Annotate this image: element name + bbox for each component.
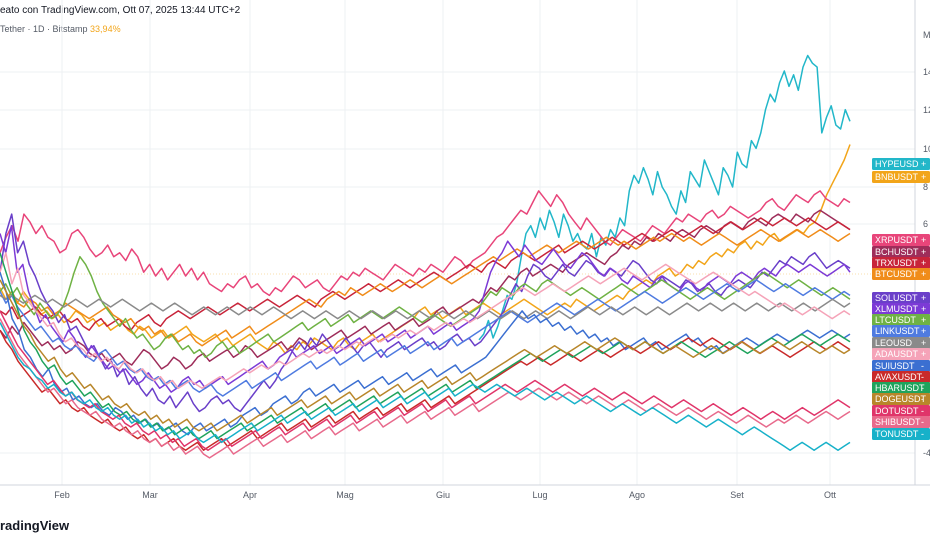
series-label-text: HBARUSDT	[875, 383, 925, 393]
series-label-text: BNBUSDT	[875, 172, 919, 182]
series-label-sign: +	[921, 247, 926, 257]
series-label-text: BTCUSDT	[875, 269, 918, 279]
series-label-text: HYPEUSD	[875, 159, 919, 169]
series-label-solusdt: SOLUSDT +	[872, 292, 930, 304]
x-tick-label: Mag	[336, 490, 354, 500]
series-line-hypeusd[interactable]	[478, 54, 851, 341]
series-label-sign: -	[921, 429, 924, 439]
series-label-text: LTCUSDT	[875, 315, 916, 325]
x-tick-label: Ott	[824, 490, 837, 500]
series-label-sign: +	[921, 159, 926, 169]
series-label-ltcusdt: LTCUSDT +	[872, 314, 930, 326]
series-line-solusdt[interactable]	[0, 213, 851, 413]
series-label-dotusdt: DOTUSDT -	[872, 405, 930, 417]
series-label-sign: +	[921, 269, 926, 279]
chart-created-by: eato con TradingView.com, Ott 07, 2025 1…	[0, 5, 241, 16]
series-label-text: DOGEUSDT	[875, 394, 927, 404]
x-tick-label: Set	[730, 490, 744, 500]
symbol-change: 33,94%	[90, 24, 121, 34]
series-label-sign: +	[921, 315, 926, 325]
series-line-ltcusdt[interactable]	[0, 255, 851, 359]
x-tick-label: Ago	[629, 490, 645, 500]
series-label-sign: +	[921, 349, 926, 359]
x-tick-label: Giu	[436, 490, 450, 500]
series-label-text: TRXUSDT	[875, 258, 918, 268]
series-label-sign: +	[921, 235, 926, 245]
x-tick-label: Feb	[54, 490, 70, 500]
series-label-text: DOTUSDT	[875, 406, 919, 416]
series-label-text: LEOUSD	[875, 338, 913, 348]
series-label-text: SOLUSDT	[875, 293, 918, 303]
x-tick-label: Lug	[532, 490, 547, 500]
series-label-bchusdt: BCHUSDT +	[872, 246, 930, 258]
x-tick-label: Apr	[243, 490, 257, 500]
series-label-text: TONUSDT	[875, 429, 919, 439]
symbol-name: Tether · 1D · Bitstamp	[0, 24, 88, 34]
series-label-text: SHIBUSDT	[875, 417, 921, 427]
symbol-info: Tether · 1D · Bitstamp 33,94%	[0, 24, 121, 34]
series-line-dogeusdt[interactable]	[0, 279, 851, 432]
series-label-leousd: LEOUSD +	[872, 337, 930, 349]
series-label-text: XLMUSDT	[875, 304, 919, 314]
series-label-hypeusd: HYPEUSD +	[872, 158, 930, 170]
series-label-sign: +	[921, 258, 926, 268]
y-tick-label: 12	[923, 105, 930, 115]
x-tick-label: Mar	[142, 490, 158, 500]
series-label-text: AVAXUSDT	[875, 372, 923, 382]
series-label-trxusdt: TRXUSDT +	[872, 257, 930, 269]
series-label-sign: +	[921, 326, 926, 336]
series-label-sign: +	[921, 293, 926, 303]
y-tick-label: -4	[923, 448, 930, 458]
series-label-sign: +	[921, 172, 926, 182]
series-label-sign: -	[921, 372, 924, 382]
series-label-linkusdt: LINKUSDT +	[872, 325, 930, 337]
series-label-text: LINKUSDT	[875, 326, 920, 336]
series-line-leousd[interactable]	[0, 294, 851, 320]
series-label-text: XRPUSDT	[875, 235, 919, 245]
series-label-tonusdt: TONUSDT -	[872, 428, 930, 440]
series-line-bnbusdt[interactable]	[0, 144, 851, 355]
series-label-suiusdt: SUIUSDT -	[872, 360, 930, 372]
series-label-text: BCHUSDT	[875, 247, 919, 257]
series-line-shibusdt[interactable]	[0, 318, 851, 459]
series-label-dogeusdt: DOGEUSDT-	[872, 393, 930, 405]
series-line-adausdt[interactable]	[0, 252, 851, 390]
series-label-avaxusdt: AVAXUSDT-	[872, 371, 930, 383]
series-label-text: SUIUSDT	[875, 361, 915, 371]
series-line-dotusdt[interactable]	[0, 310, 851, 451]
series-label-sign: -	[921, 394, 924, 404]
series-line-bchusdt[interactable]	[0, 209, 851, 370]
y-tick-label: 14	[923, 67, 930, 77]
series-line-xrpusdt[interactable]	[0, 190, 851, 297]
series-label-xrpusdt: XRPUSDT +	[872, 234, 930, 246]
series-label-hbarusdt: HBARUSDT-	[872, 382, 930, 394]
series-label-adausdt: ADAUSDT +	[872, 348, 930, 360]
tradingview-logo: radingView	[0, 518, 70, 533]
series-label-text: ADAUSDT	[875, 349, 919, 359]
y-tick-label: 10	[923, 144, 930, 154]
y-tick-label: M	[923, 30, 930, 40]
series-label-btcusdt: BTCUSDT +	[872, 268, 930, 280]
series-line-hbarusdt[interactable]	[0, 252, 851, 440]
series-line-btcusdt[interactable]	[0, 228, 851, 347]
series-line-trxusdt[interactable]	[0, 217, 851, 331]
series-line-tonusdt[interactable]	[0, 322, 851, 451]
series-label-sign: -	[921, 361, 924, 371]
series-label-bnbusdt: BNBUSDT +	[872, 171, 930, 183]
series-label-xlmusdt: XLMUSDT +	[872, 303, 930, 315]
series-label-sign: -	[921, 406, 924, 416]
series-label-sign: +	[921, 304, 926, 314]
series-label-sign: -	[921, 383, 924, 393]
series-label-sign: -	[921, 417, 924, 427]
series-label-shibusdt: SHIBUSDT -	[872, 416, 930, 428]
series-label-sign: +	[921, 338, 926, 348]
y-tick-label: 8	[923, 182, 928, 192]
y-tick-label: 6	[923, 219, 928, 229]
